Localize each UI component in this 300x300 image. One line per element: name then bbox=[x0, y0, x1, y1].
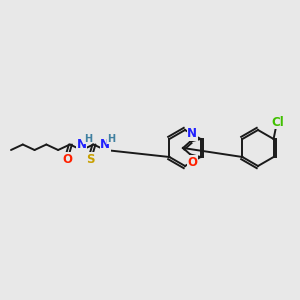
Text: O: O bbox=[187, 156, 197, 169]
Text: N: N bbox=[100, 139, 110, 152]
Text: N: N bbox=[187, 127, 197, 140]
Text: Cl: Cl bbox=[271, 116, 284, 128]
Text: S: S bbox=[86, 153, 95, 166]
Text: O: O bbox=[62, 153, 72, 166]
Text: H: H bbox=[84, 134, 92, 144]
Text: N: N bbox=[77, 139, 87, 152]
Text: H: H bbox=[107, 134, 115, 144]
